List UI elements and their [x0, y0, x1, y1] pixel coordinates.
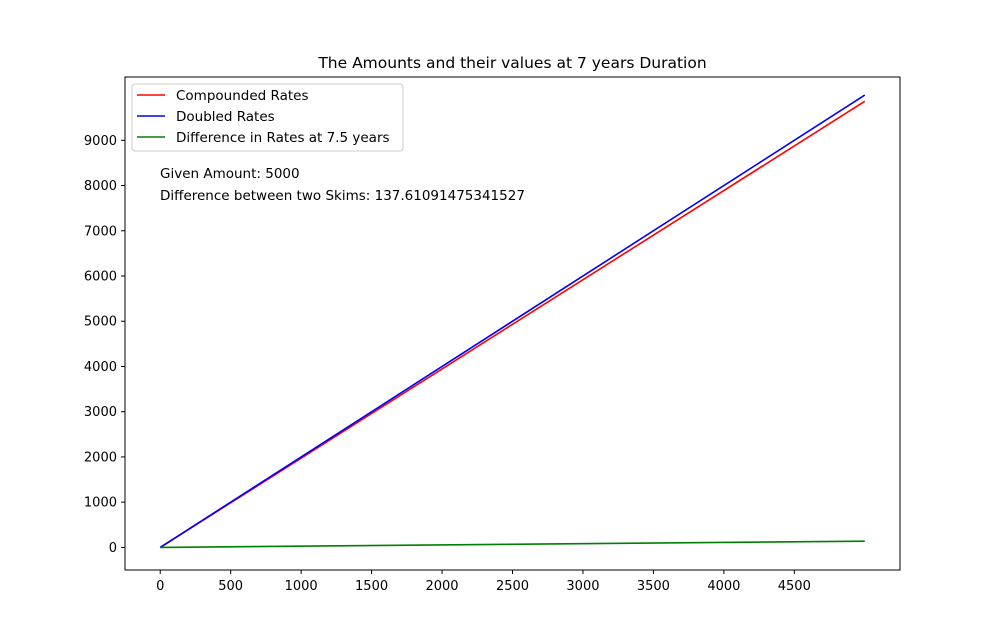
y-tick-label: 4000 — [84, 360, 117, 375]
y-tick-label: 2000 — [84, 450, 117, 465]
x-tick-label: 3000 — [566, 579, 599, 594]
annotation-difference: Difference between two Skims: 137.610914… — [160, 188, 525, 204]
y-tick-label: 3000 — [84, 405, 117, 420]
axes-frame — [124, 76, 901, 571]
legend-label-doubled: Doubled Rates — [176, 109, 275, 125]
plot-layer: 0 500 1000 1500 2000 2500 3000 3500 4000 4500 0 100… — [84, 94, 866, 594]
x-tick-label: 4000 — [707, 579, 740, 594]
y-tick-label: 7000 — [84, 224, 117, 239]
legend-label-difference: Difference in Rates at 7.5 years — [176, 130, 390, 146]
y-tick-label: 5000 — [84, 315, 117, 330]
x-tick-label: 3500 — [637, 579, 670, 594]
series-line-difference-in-rates-at-7-5-years — [160, 540, 865, 549]
legend: Compounded Rates Doubled Rates Differenc… — [131, 83, 404, 152]
legend-box — [131, 83, 404, 152]
series-line-compounded-rates — [159, 100, 866, 549]
series-line-doubled-rates — [159, 94, 866, 549]
legend-label-compounded: Compounded Rates — [176, 88, 309, 104]
y-tick-label: 9000 — [84, 134, 117, 149]
x-tick-label: 1500 — [355, 579, 388, 594]
x-tick-label: 2500 — [496, 579, 529, 594]
x-tick-label: 1000 — [285, 579, 318, 594]
y-tick-label: 8000 — [84, 179, 117, 194]
y-tick-label: 1000 — [84, 496, 117, 511]
annotation-given-amount: Given Amount: 5000 — [160, 166, 300, 182]
x-tick-label: 0 — [156, 579, 164, 594]
x-tick-label: 4500 — [778, 579, 811, 594]
x-tick-label: 500 — [218, 579, 243, 594]
annotation-layer: Given Amount: 5000 Difference between tw… — [160, 166, 525, 204]
y-tick-label: 0 — [109, 541, 117, 556]
chart-title: The Amounts and their values at 7 years … — [317, 54, 706, 72]
x-tick-label: 2000 — [425, 579, 458, 594]
y-tick-label: 6000 — [84, 270, 117, 285]
